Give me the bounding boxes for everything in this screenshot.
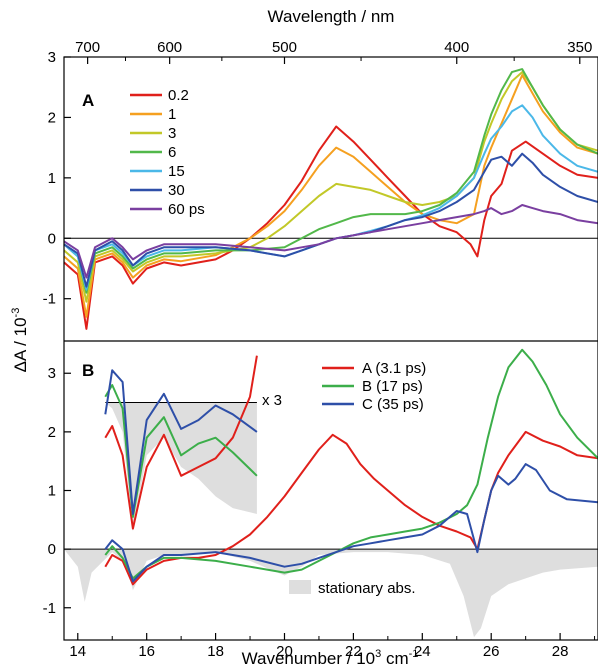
inset-stationary-area — [105, 402, 257, 532]
y-axis-title: ΔA / 10-3 — [10, 308, 30, 373]
stationary-legend-label: stationary abs. — [318, 580, 416, 597]
top-tick-label: 350 — [567, 39, 592, 56]
legend-b-label: A (3.1 ps) — [362, 360, 426, 377]
bottom-axis-title-mid: cm — [381, 649, 408, 668]
panel-a: -1 0 1 2 3 — [43, 49, 598, 330]
top-tick-label: 700 — [75, 39, 100, 56]
panel-b-ytick-label: 2 — [48, 424, 56, 441]
panel-b: -1 0 1 2 3 — [43, 348, 598, 638]
bottom-axis-title-main: Wavenumber / 10 — [242, 649, 376, 668]
legend-a: 0.2 1 3 6 15 30 60 ps — [130, 87, 205, 218]
bottom-tick-label: 26 — [483, 643, 500, 660]
panel-a-series-line — [63, 125, 598, 330]
bottom-tick-label: 16 — [138, 643, 155, 660]
panel-b-series-line — [104, 348, 598, 580]
legend-b-label: C (35 ps) — [362, 396, 424, 413]
top-tick-label: 600 — [157, 39, 182, 56]
inset-series-line — [104, 355, 258, 530]
panel-b-ytick-label: 1 — [48, 483, 56, 500]
bottom-axis-title-sup1: 3 — [375, 648, 381, 660]
legend-b-label: B (17 ps) — [362, 378, 423, 395]
panel-b-series-line — [104, 463, 598, 583]
legend-a-label: 0.2 — [168, 87, 189, 104]
legend-a-label: 30 — [168, 182, 185, 199]
legend-a-label: 15 — [168, 163, 185, 180]
legend-a-label: 60 ps — [168, 201, 205, 218]
panel-a-ytick-label: 2 — [48, 109, 56, 126]
panel-b-ytick-label: -1 — [43, 600, 56, 617]
panel-a-series-line — [63, 68, 598, 294]
top-axis-title: Wavelength / nm — [268, 7, 395, 26]
panel-a-ytick-label: -1 — [43, 291, 56, 308]
bottom-axis-title: Wavenumber / 103 cm-1 — [242, 648, 419, 668]
top-tick-label: 400 — [444, 39, 469, 56]
bottom-tick-label: 24 — [414, 643, 431, 660]
top-axis-ticks: 700 600 500 400 350 — [75, 39, 592, 64]
panel-a-ytick-label: 3 — [48, 49, 56, 66]
bottom-tick-label: 18 — [207, 643, 224, 660]
stationary-absorption-area — [64, 549, 598, 638]
plot-frame — [63, 56, 598, 641]
y-axis-title-sup: -3 — [10, 308, 22, 318]
bottom-axis-title-sup2: -1 — [409, 648, 419, 660]
legend-a-label: 1 — [168, 106, 176, 123]
inset-scale-label: x 3 — [262, 392, 282, 409]
bottom-tick-label: 14 — [69, 643, 86, 660]
stationary-legend-swatch — [289, 580, 311, 594]
bottom-tick-label: 28 — [552, 643, 569, 660]
panel-b-ytick-label: 3 — [48, 365, 56, 382]
legend-a-label: 6 — [168, 144, 176, 161]
panel-a-series-line — [63, 204, 598, 279]
legend-b: A (3.1 ps)B (17 ps)C (35 ps) — [322, 360, 426, 413]
panel-b-label: B — [82, 361, 94, 380]
panel-b-ytick-label: 0 — [48, 541, 56, 558]
panel-a-series-line — [63, 74, 598, 318]
inset-series-line — [104, 384, 258, 518]
inset-series-line — [104, 369, 258, 515]
panel-a-ytick-label: 1 — [48, 170, 56, 187]
panel-a-series-line — [63, 71, 598, 303]
bottom-axis-ticks: 14 16 18 20 22 24 26 28 — [69, 633, 596, 660]
bottom-tick-label: 22 — [345, 643, 362, 660]
top-tick-label: 500 — [272, 39, 297, 56]
panel-a-label: A — [82, 91, 94, 110]
legend-a-label: 3 — [168, 125, 176, 142]
panel-a-ytick-label: 0 — [48, 230, 56, 247]
y-axis-title-main: ΔA / 10 — [11, 317, 30, 372]
bottom-tick-label: 20 — [276, 643, 293, 660]
